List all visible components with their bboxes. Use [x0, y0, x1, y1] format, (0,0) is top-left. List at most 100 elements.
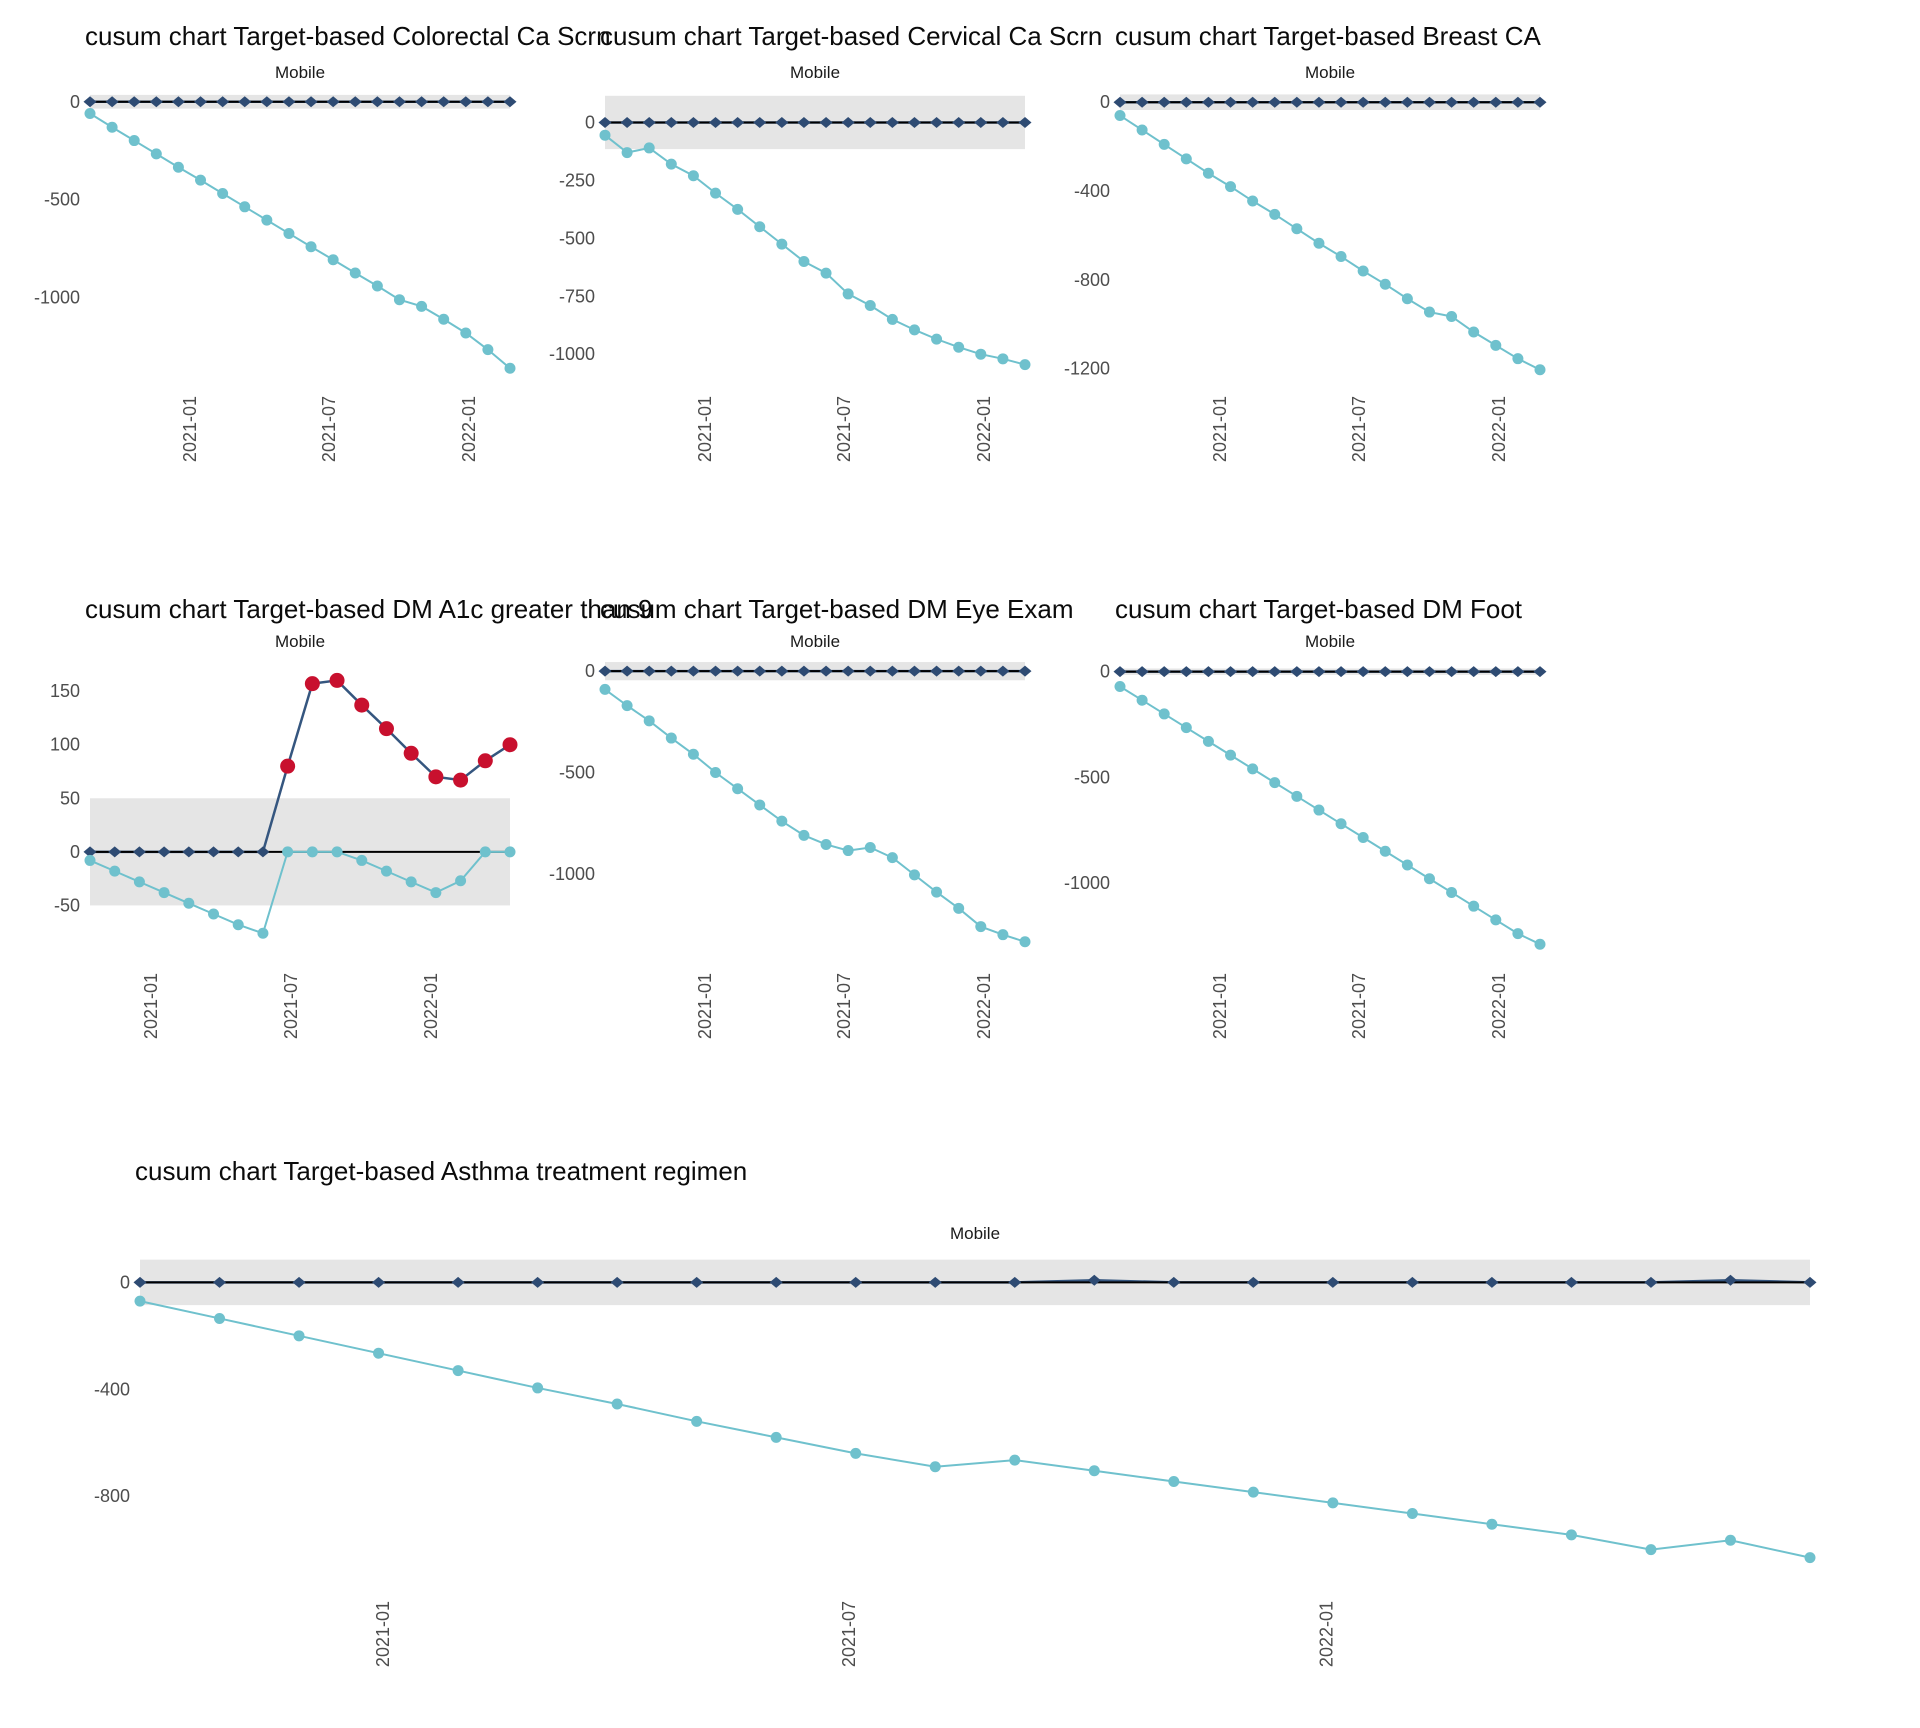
target-point — [531, 1276, 545, 1288]
target-point — [1485, 1276, 1499, 1288]
facet-label-mobile: Mobile — [949, 1224, 1001, 1243]
y-axis-labels: 0 -500 -1000 — [549, 661, 595, 884]
target-point — [1467, 666, 1481, 678]
cusum-point — [158, 887, 170, 899]
cusum-point — [232, 919, 244, 931]
svg-text:2021-01: 2021-01 — [180, 396, 200, 462]
target-point — [1356, 666, 1370, 678]
cusum-point — [1446, 310, 1458, 322]
target-point — [238, 96, 252, 108]
cusum-point — [1468, 900, 1480, 912]
cusum-point — [754, 221, 766, 233]
target-point — [819, 116, 833, 128]
cusum-point — [1565, 1529, 1577, 1541]
cusum-point — [1724, 1534, 1736, 1546]
svg-text:150: 150 — [50, 681, 80, 701]
cusum-plot-dm-a1c: 150 100 50 0 -50 2021-01 2021-07 2022-01 — [50, 672, 518, 1039]
cusum-point — [133, 876, 145, 888]
out-of-control-point — [329, 672, 345, 688]
y-axis-labels: 150 100 50 0 -50 — [50, 681, 80, 915]
cusum-point — [106, 121, 118, 133]
cusum-point — [1225, 749, 1237, 761]
target-series-points — [133, 1274, 1817, 1288]
target-point — [907, 665, 921, 677]
cusum-point — [257, 927, 269, 939]
target-point — [133, 1276, 147, 1288]
target-point — [1113, 666, 1127, 678]
cusum-point — [864, 842, 876, 854]
cusum-point — [621, 700, 633, 712]
cusum-point — [1423, 306, 1435, 318]
cusum-point — [452, 1365, 464, 1377]
cusum-point — [84, 854, 96, 866]
svg-text:-500: -500 — [559, 763, 595, 783]
target-point — [1312, 666, 1326, 678]
out-of-control-point — [502, 737, 518, 753]
svg-text:2021-01: 2021-01 — [695, 396, 715, 462]
target-point — [1246, 1276, 1260, 1288]
target-point — [1224, 96, 1238, 108]
cusum-point — [611, 1398, 623, 1410]
target-point — [849, 1276, 863, 1288]
cusum-point — [482, 344, 494, 356]
target-point — [690, 1276, 704, 1288]
cusum-point — [1401, 293, 1413, 305]
cusum-point — [1512, 928, 1524, 940]
target-point — [1378, 666, 1392, 678]
target-point — [372, 1276, 386, 1288]
out-of-control-point — [453, 772, 469, 788]
target-point — [885, 116, 899, 128]
cusum-point — [710, 767, 722, 779]
svg-text:2022-01: 2022-01 — [974, 973, 994, 1039]
cusum-point — [380, 865, 392, 877]
cusum-point — [665, 732, 677, 744]
facet-label-mobile: Mobile — [1304, 632, 1356, 651]
target-point — [996, 665, 1010, 677]
cusum-point — [599, 129, 611, 141]
cusum-point — [908, 869, 920, 881]
target-point — [108, 846, 122, 858]
target-point — [1489, 96, 1503, 108]
cusum-point — [732, 783, 744, 795]
target-point — [664, 665, 678, 677]
target-series-points — [598, 665, 1032, 677]
svg-text:-400: -400 — [94, 1379, 130, 1399]
svg-text:2021-01: 2021-01 — [373, 1601, 393, 1667]
target-point — [1018, 116, 1032, 128]
cusum-point — [1490, 339, 1502, 351]
cusum-point — [1225, 181, 1237, 193]
cusum-point — [373, 1347, 385, 1359]
target-point — [841, 665, 855, 677]
cusum-point — [776, 238, 788, 250]
target-point — [686, 116, 700, 128]
target-point — [1290, 666, 1304, 678]
target-point — [928, 1276, 942, 1288]
target-point — [1511, 96, 1525, 108]
out-of-control-point — [378, 721, 394, 737]
facet-label-mobile: Mobile — [789, 63, 841, 82]
target-point — [1113, 96, 1127, 108]
cusum-point — [214, 1312, 226, 1324]
facet-label-mobile: Mobile — [789, 632, 841, 651]
cusum-point — [128, 135, 140, 147]
target-point — [1422, 96, 1436, 108]
chart-title: cusum chart Target-based DM A1c greater … — [85, 594, 653, 624]
target-point — [1312, 96, 1326, 108]
svg-text:-1200: -1200 — [1064, 359, 1110, 379]
target-point — [1400, 666, 1414, 678]
cusum-point — [504, 362, 516, 374]
chart-dm-foot: cusum chart Target-based DM Foot Mobile … — [1060, 593, 1547, 1074]
target-point — [598, 116, 612, 128]
target-point — [797, 116, 811, 128]
target-point — [952, 665, 966, 677]
chart-title: cusum chart Target-based Breast CA — [1115, 21, 1541, 51]
target-point — [304, 96, 318, 108]
target-point — [149, 96, 163, 108]
target-point — [598, 665, 612, 677]
target-point — [459, 96, 473, 108]
cusum-point — [1158, 708, 1170, 720]
target-point — [1179, 666, 1193, 678]
svg-text:-250: -250 — [559, 170, 595, 190]
cusum-point — [820, 267, 832, 279]
target-point — [686, 665, 700, 677]
